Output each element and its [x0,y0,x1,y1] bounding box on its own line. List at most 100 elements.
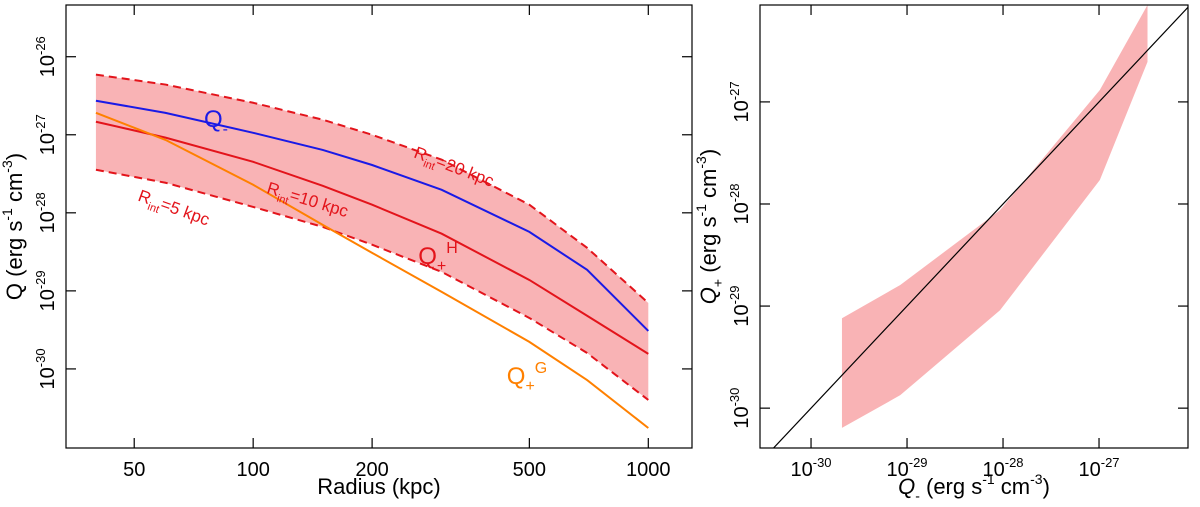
text-part: -28 [33,192,48,211]
text-part: 10 [37,133,59,155]
x-tick-label: 100 [236,459,269,481]
text-part: 10 [731,202,753,224]
text-part: Radius (kpc) [317,474,440,499]
annotation: Q+G [507,360,547,395]
annotation: Q- [204,106,228,138]
text-part: - [223,121,228,138]
text-part: -30 [813,455,832,470]
text-part: H [446,240,458,257]
text-part: 10 [37,211,59,233]
plot-area [95,73,650,429]
annotation: Q+H [418,240,458,275]
x-axis-label: Radius (kpc) [317,474,440,499]
text-part: -29 [727,286,742,305]
text-part: -3 [693,156,709,169]
curve [95,120,649,355]
text-part: (erg s [920,474,982,499]
text-part: 10 [731,100,753,122]
text-part: -30 [33,348,48,367]
text-part: cm [696,169,721,204]
text-part: -1 [693,204,709,217]
text-part: 10 [37,289,59,311]
y-tick-label: 10-26 [33,36,59,77]
text-part: 50 [123,459,145,481]
text-part: ) [696,149,721,156]
y-tick-label: 10-28 [727,183,753,224]
text-part: -28 [727,183,742,202]
text-part: + [437,258,446,275]
text-part: 1000 [626,459,671,481]
text-part: + [525,378,534,395]
text-part: -1 [0,208,15,221]
curve [95,99,650,332]
text-part: -30 [727,388,742,407]
text-part: cm [2,173,27,208]
text-part: Q [507,363,526,390]
text-part: int [421,158,436,173]
text-part: int [275,193,290,208]
x-tick-label: 200 [355,459,388,481]
text-part: (erg s [696,217,721,279]
text-part: int [146,201,161,216]
text-part: 100 [236,459,269,481]
text-part: -3 [0,160,15,173]
text-part: -1 [982,471,995,487]
x-axis-label: Q- (erg s-1 cm-3) [898,471,1050,502]
axes-frame [65,4,693,449]
text-part: R [136,186,154,208]
text-part: Q [898,474,915,499]
plot-area [772,5,1188,448]
text-part: -28 [1005,455,1024,470]
curve [95,168,649,401]
y-tick-label: 10-30 [727,388,753,429]
text-part: 10 [731,304,753,326]
axes-frame [759,4,1189,449]
identity-line [772,6,1188,448]
text-part: - [915,488,920,502]
text-part: 10 [37,55,59,77]
text-part: 10 [887,459,909,481]
y-tick-label: 10-29 [727,286,753,327]
text-part: Q [696,287,721,304]
y-tick-label: 10-27 [33,114,59,155]
y-tick-label: 10-30 [33,348,59,389]
text-part: Q [418,243,437,270]
text-part: ) [2,153,27,160]
band [95,74,649,400]
y-tick-label: 10-27 [727,81,753,122]
text-part: -26 [33,36,48,55]
y-tick-label: 10-29 [33,270,59,311]
text-part: 10 [791,459,813,481]
y-axis-label: Q (erg s-1 cm-3) [0,153,27,300]
text-part: -3 [1030,471,1043,487]
x-tick-label: 10-27 [1079,455,1120,481]
text-part: 10 [731,406,753,428]
y-tick-label: 10-28 [33,192,59,233]
text-part: G [535,360,547,377]
x-tick-label: 10-29 [887,455,928,481]
y-axis-label: Q+ (erg s-1 cm-3) [693,149,726,304]
text-part: -29 [33,270,48,289]
text-part: 500 [513,459,546,481]
text-part: -29 [909,455,928,470]
text-part: 10 [1079,459,1101,481]
x-tick-label: 10-30 [791,455,832,481]
text-part: ) [1043,474,1050,499]
text-part: cm [995,474,1030,499]
text-part: -27 [727,81,742,100]
text-part: + [710,279,726,287]
band [841,5,1148,428]
text-part: =5 kpc [158,194,212,229]
text-part: -27 [1101,455,1120,470]
text-part: -27 [33,114,48,133]
text-part: 10 [983,459,1005,481]
text-part: R [265,178,282,200]
curve [95,111,649,429]
x-tick-label: 50 [123,459,145,481]
text-part: 200 [355,459,388,481]
x-tick-label: 500 [513,459,546,481]
text-part: Q [204,106,223,133]
text-part: Q (erg s [2,221,27,300]
text-part: 10 [37,367,59,389]
